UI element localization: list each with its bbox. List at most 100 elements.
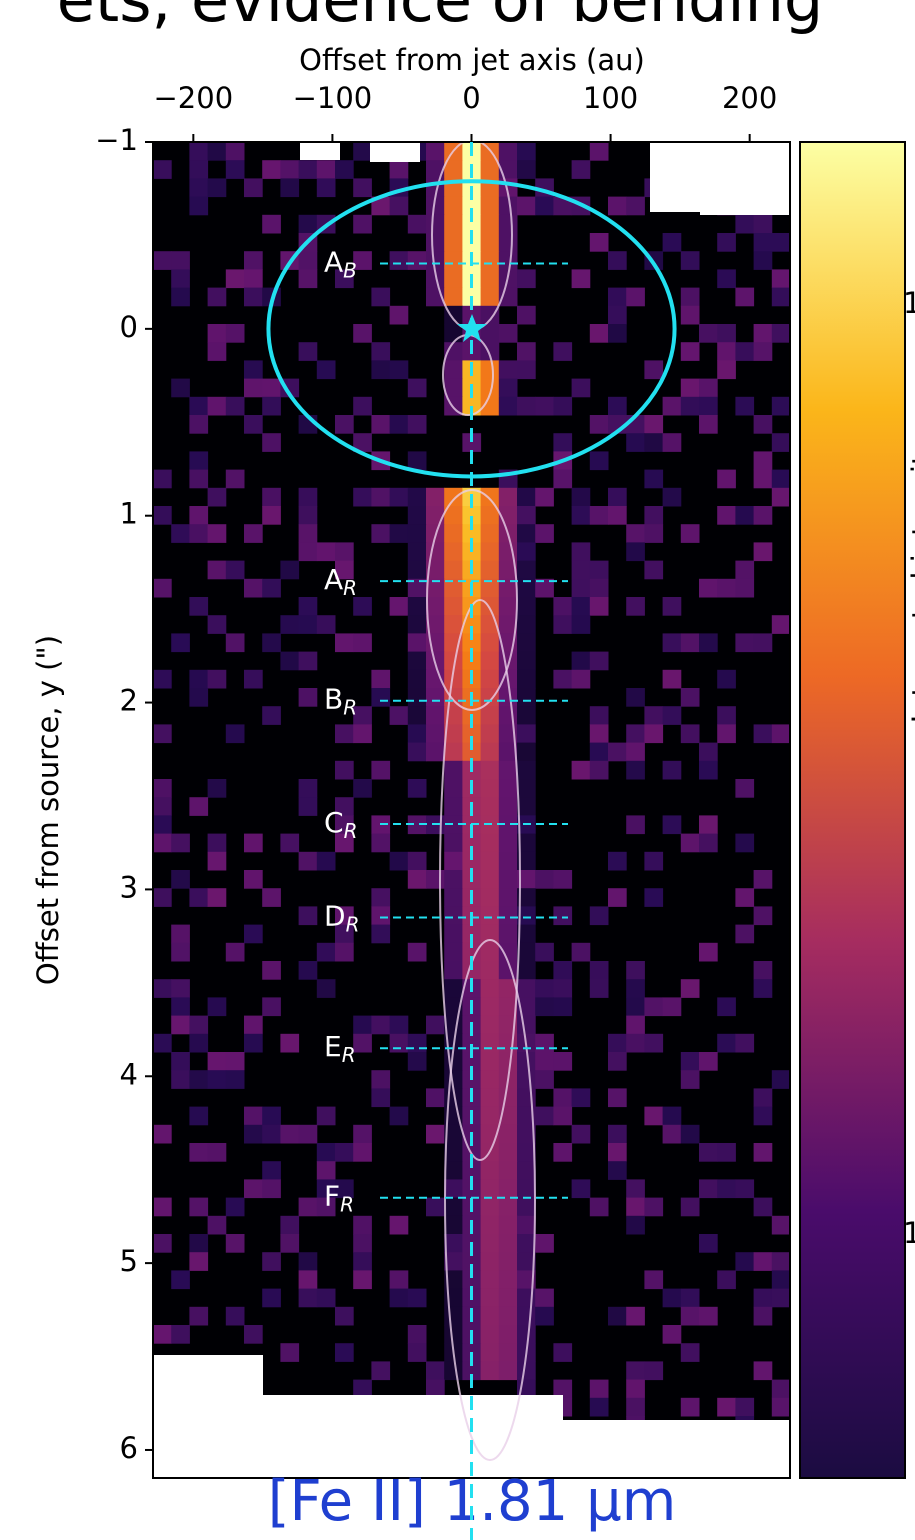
intensity-pixel (353, 706, 372, 725)
intensity-pixel (517, 669, 536, 689)
intensity-pixel (753, 906, 773, 926)
intensity-pixel (371, 1361, 391, 1381)
intensity-pixel (589, 742, 609, 762)
intensity-pixel (207, 851, 227, 871)
intensity-pixel (335, 560, 354, 580)
intensity-pixel (480, 560, 500, 580)
intensity-pixel (626, 961, 645, 980)
intensity-pixel (535, 524, 554, 543)
intensity-pixel (753, 1197, 773, 1217)
intensity-pixel (498, 1343, 518, 1362)
intensity-pixel (207, 779, 227, 798)
intensity-pixel (189, 1070, 209, 1089)
intensity-pixel (389, 360, 409, 380)
intensity-pixel (407, 251, 427, 270)
intensity-pixel (517, 633, 536, 653)
intensity-pixel (498, 906, 518, 926)
intensity-pixel (680, 287, 700, 307)
intensity-pixel (498, 233, 518, 252)
intensity-pixel (480, 1052, 500, 1071)
intensity-pixel (426, 1197, 445, 1217)
intensity-pixel (244, 1124, 263, 1144)
intensity-pixel (280, 1343, 300, 1362)
intensity-pixel (262, 396, 281, 416)
intensity-pixel (389, 1106, 409, 1126)
intensity-pixel (680, 1306, 700, 1326)
intensity-pixel (480, 578, 500, 598)
intensity-pixel (699, 833, 718, 853)
intensity-pixel (389, 597, 409, 616)
intensity-pixel (189, 1015, 209, 1035)
intensity-pixel (426, 688, 445, 707)
intensity-pixel (207, 287, 227, 307)
intensity-pixel (680, 724, 700, 744)
intensity-pixel (171, 1015, 190, 1035)
intensity-pixel (517, 1252, 536, 1271)
intensity-pixel (608, 1143, 627, 1162)
intensity-pixel (462, 615, 482, 634)
intensity-pixel (426, 1361, 445, 1381)
intensity-pixel (298, 651, 318, 671)
intensity-pixel (589, 1379, 609, 1399)
intensity-pixel (244, 870, 263, 889)
intensity-pixel (498, 1252, 518, 1271)
intensity-pixel (517, 833, 536, 853)
intensity-pixel (189, 1197, 209, 1217)
intensity-pixel (589, 961, 609, 980)
intensity-pixel (171, 870, 190, 889)
intensity-pixel (753, 1088, 773, 1108)
intensity-pixel (298, 160, 318, 179)
intensity-pixel (462, 214, 482, 234)
intensity-pixel (153, 506, 172, 525)
intensity-pixel (316, 615, 336, 634)
intensity-pixel (644, 851, 664, 871)
intensity-pixel (480, 1015, 500, 1035)
intensity-pixel (535, 1033, 554, 1053)
intensity-pixel (626, 196, 645, 216)
intensity-pixel (699, 1306, 718, 1326)
intensity-pixel (644, 360, 664, 380)
intensity-pixel (589, 451, 609, 471)
intensity-pixel (153, 979, 172, 998)
intensity-pixel (480, 760, 500, 780)
intensity-pixel (225, 1070, 245, 1089)
intensity-pixel (480, 924, 500, 944)
knot-subscript: R (343, 695, 357, 719)
intensity-pixel (480, 324, 500, 343)
intensity-pixel (353, 1015, 372, 1035)
intensity-pixel (608, 1033, 627, 1053)
intensity-pixel (225, 633, 245, 653)
intensity-pixel (498, 1306, 518, 1326)
knot-subscript: R (340, 1192, 354, 1216)
intensity-pixel (626, 688, 645, 707)
intensity-pixel (735, 779, 755, 798)
intensity-pixel (480, 1033, 500, 1053)
y-tick-label: 4 (120, 1057, 138, 1091)
intensity-pixel (553, 870, 573, 889)
intensity-pixel (262, 1252, 281, 1271)
intensity-pixel (207, 997, 227, 1017)
intensity-pixel (298, 1252, 318, 1271)
intensity-pixel (626, 1015, 645, 1035)
intensity-pixel (589, 979, 609, 998)
intensity-pixel (207, 324, 227, 343)
intensity-pixel (189, 142, 209, 161)
intensity-pixel (407, 706, 427, 725)
intensity-pixel (699, 633, 718, 653)
intensity-pixel (517, 305, 536, 325)
intensity-pixel (662, 1325, 682, 1344)
intensity-pixel (335, 269, 354, 289)
intensity-pixel (753, 451, 773, 471)
intensity-pixel (589, 1397, 609, 1417)
intensity-pixel (244, 1106, 263, 1126)
intensity-pixel (553, 469, 573, 489)
intensity-pixel (353, 1124, 372, 1144)
intensity-pixel (498, 396, 518, 416)
intensity-pixel (626, 815, 645, 835)
intensity-pixel (480, 724, 500, 744)
intensity-pixel (662, 760, 682, 780)
intensity-pixel (462, 851, 482, 871)
intensity-pixel (498, 1015, 518, 1035)
intensity-pixel (517, 615, 536, 634)
intensity-pixel (771, 1252, 790, 1271)
